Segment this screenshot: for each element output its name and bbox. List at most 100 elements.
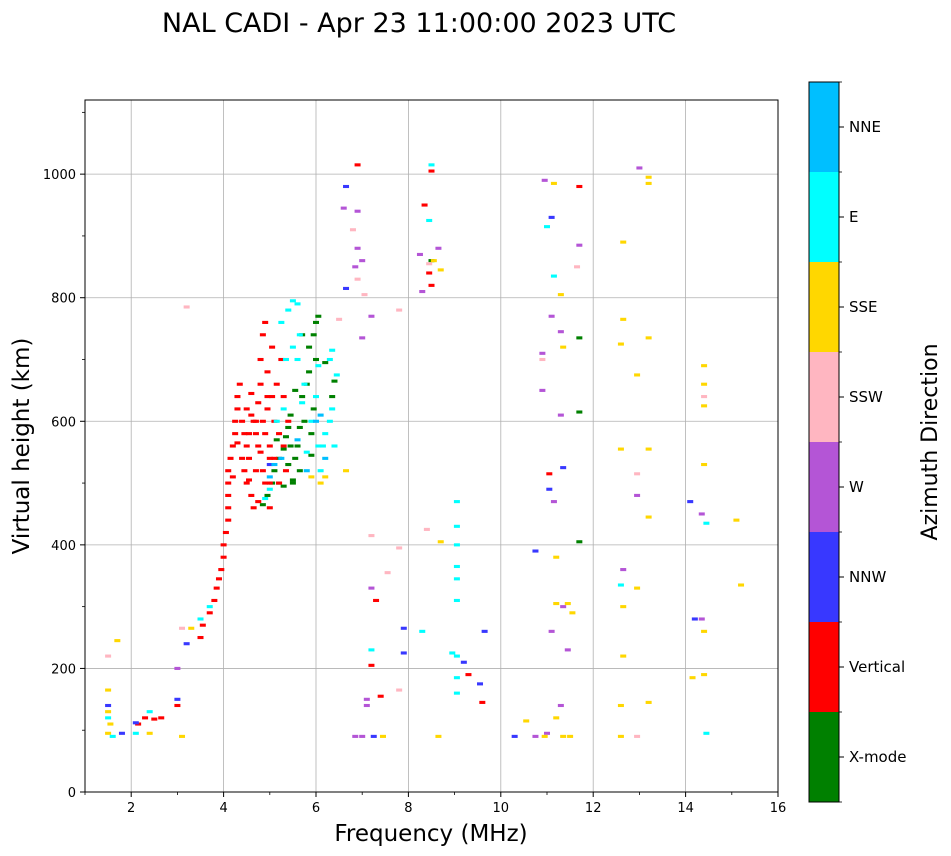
echo-point (426, 262, 433, 266)
echo-point (211, 598, 218, 603)
echo-point (329, 395, 336, 399)
echo-point (294, 357, 301, 362)
colorbar-segment (809, 712, 839, 802)
echo-point (257, 357, 264, 362)
echo-point (416, 252, 423, 257)
plot-frame (84, 99, 779, 793)
echo-point (541, 734, 548, 738)
x-tick-label: 6 (312, 801, 320, 816)
echo-point (174, 666, 181, 670)
series-nnw (105, 184, 698, 738)
echo-point (701, 629, 708, 633)
echo-point (620, 654, 627, 658)
echo-point (687, 500, 694, 504)
echo-point (289, 478, 296, 482)
series-nne (266, 413, 329, 479)
echo-point (266, 487, 273, 491)
echo-point (312, 320, 320, 324)
echo-point (354, 277, 361, 281)
echo-point (634, 493, 641, 497)
echo-point (246, 456, 253, 460)
echo-point (255, 444, 262, 448)
colorbar-label: SSW (849, 388, 883, 406)
echo-point (396, 688, 403, 692)
y-tick-label: 400 (51, 539, 76, 554)
echo-point (453, 676, 460, 680)
echo-point (146, 710, 153, 714)
echo-point (271, 456, 278, 460)
colorbar-segment (809, 262, 839, 352)
grid-lines (85, 100, 778, 792)
echo-point (225, 506, 232, 510)
echo-point (294, 302, 301, 306)
echo-point (620, 317, 627, 321)
echo-point (241, 469, 248, 473)
echo-point (215, 577, 222, 581)
echo-point (617, 734, 624, 738)
echo-point (368, 648, 375, 652)
echo-point (266, 481, 273, 485)
echo-point (105, 716, 112, 720)
echo-point (289, 299, 296, 303)
echo-point (225, 493, 232, 497)
echo-point (553, 602, 560, 606)
series-vertical (135, 163, 583, 726)
echo-point (617, 583, 624, 587)
echo-point (306, 345, 313, 349)
echo-point (315, 364, 322, 368)
echo-point (541, 178, 548, 182)
echo-point (310, 407, 317, 411)
echo-point (423, 527, 430, 531)
echo-point (691, 617, 698, 621)
colorbar-label: E (849, 208, 858, 226)
echo-point (620, 568, 627, 572)
series-e (105, 163, 710, 738)
echo-point (576, 184, 583, 189)
echo-point (370, 734, 377, 738)
echo-point (701, 395, 708, 399)
echo-point (273, 438, 280, 442)
echo-point (331, 444, 338, 448)
echo-point (322, 456, 329, 460)
echo-point (262, 481, 269, 485)
x-tick-label: 16 (770, 801, 787, 816)
echo-point (336, 317, 343, 321)
echo-point (282, 469, 289, 473)
echo-point (620, 605, 627, 609)
echo-point (636, 166, 643, 170)
echo-point (225, 469, 232, 473)
echo-point (377, 694, 384, 698)
echo-point (262, 320, 269, 324)
echo-point (453, 500, 460, 504)
echo-point (259, 469, 266, 473)
echo-point (218, 568, 225, 572)
echo-point (158, 716, 165, 720)
echo-point (303, 469, 310, 473)
series-ssw (105, 228, 708, 738)
echo-point (539, 357, 546, 362)
echo-point (317, 469, 324, 473)
echo-point (322, 432, 329, 436)
echo-point (266, 456, 273, 460)
echo-point (645, 336, 652, 340)
echo-point (553, 716, 560, 720)
series-w (174, 166, 705, 738)
echo-point (250, 419, 257, 423)
echo-point (359, 336, 366, 340)
echo-point (634, 373, 641, 377)
colorbar-label: NNE (849, 118, 881, 136)
echo-point (269, 395, 276, 399)
echo-point (437, 268, 444, 272)
echo-point (296, 469, 303, 473)
echo-point (564, 602, 571, 606)
echo-point (354, 246, 361, 250)
echo-point (259, 333, 266, 337)
echo-point (266, 506, 273, 510)
echo-point (363, 697, 370, 701)
echo-point (453, 524, 460, 528)
chart-title: NAL CADI - Apr 23 11:00:00 2023 UTC (162, 8, 676, 39)
echo-point (266, 462, 273, 467)
echo-point (114, 639, 121, 643)
echo-point (569, 611, 576, 615)
echo-point (698, 512, 705, 516)
